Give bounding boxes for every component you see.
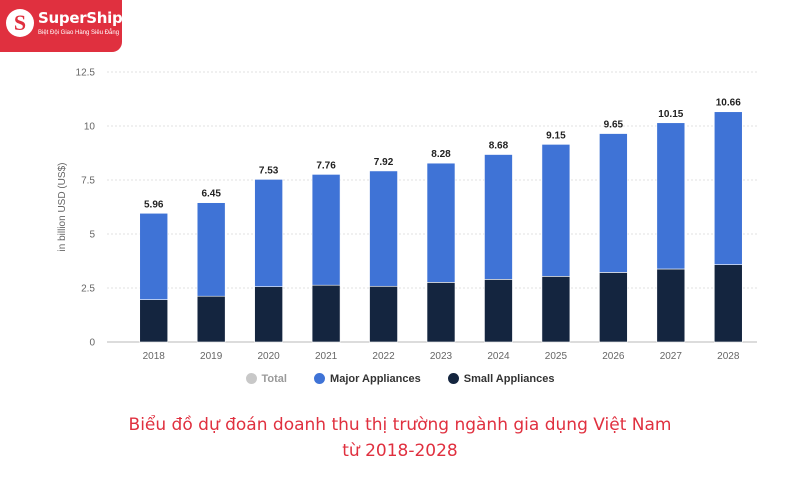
caption-line-2: từ 2018-2028 [342,441,458,461]
data-label-total: 5.96 [144,199,164,210]
y-tick-label: 10 [84,122,96,133]
legend-item-total[interactable]: Total [245,373,287,386]
bar-major-appliances [139,212,169,300]
data-label-total: 6.45 [201,189,221,200]
bar-major-appliances [713,111,743,265]
data-label-total: 9.15 [546,130,566,141]
x-tick-label: 2018 [143,351,166,362]
chart-caption: Biểu đồ dự đoán doanh thu thị trường ngà… [0,412,800,464]
chart-legend: Total Major Appliances Small Appliances [0,373,800,385]
legend-item-major-appliances[interactable]: Major Appliances [314,373,421,385]
x-tick-label: 2024 [487,351,510,362]
y-tick-label: 12.5 [76,68,96,79]
x-tick-label: 2021 [315,351,338,362]
bar-major-appliances [196,202,226,297]
bar-major-appliances [369,170,398,287]
x-tick-label: 2020 [258,351,281,362]
legend-marker-small-appliances [447,373,459,385]
brand-logo: S SuperShip Biệt Đội Giao Hàng Siêu Đẳng [0,0,123,52]
bar-small-appliances [196,295,226,343]
brand-name: SuperShip [38,9,123,27]
supership-logo-icon: S [6,9,34,37]
x-tick-label: 2023 [430,351,453,362]
caption-line-1: Biểu đồ dự đoán doanh thu thị trường ngà… [128,415,672,435]
legend-item-small-appliances[interactable]: Small Appliances [447,373,555,386]
x-tick-label: 2027 [660,351,683,362]
bar-small-appliances [139,299,169,343]
bar-major-appliances [311,174,341,286]
bar-small-appliances [541,276,571,343]
data-label-total: 8.28 [431,149,451,160]
bar-major-appliances [541,144,571,277]
bar-small-appliances [599,272,628,343]
bar-small-appliances [369,285,398,343]
y-tick-label: 5 [89,230,95,241]
bar-small-appliances [254,286,283,343]
bar-small-appliances [656,268,686,343]
legend-label-major-appliances: Major Appliances [330,373,421,386]
y-tick-label: 2.5 [81,284,95,295]
data-label-total: 10.15 [658,109,683,120]
bar-major-appliances [484,154,513,280]
x-tick-label: 2026 [602,351,625,362]
data-label-total: 9.65 [604,120,624,131]
x-tick-label: 2022 [372,351,395,362]
y-axis-label: in billion USD (US$) [57,163,68,252]
data-label-total: 7.53 [259,165,279,176]
data-label-total: 7.92 [374,157,394,168]
stacked-bar-chart: 0 2.5 5 7.5 10 12.5 in billion USD (US$) 5.96 20… [57,68,757,362]
bar-major-appliances [426,162,456,283]
y-tick-label: 0 [89,338,95,349]
data-label-total: 8.68 [489,141,509,152]
legend-marker-total [245,373,257,385]
x-tick-label: 2025 [545,351,568,362]
legend-label-small-appliances: Small Appliances [463,373,555,386]
bar-small-appliances [426,282,456,343]
chart-panel: 0 2.5 5 7.5 10 12.5 in billion USD (US$) 5.96 20… [52,52,772,400]
x-tick-label: 2019 [200,351,223,362]
brand-tagline: Biệt Đội Giao Hàng Siêu Đẳng [38,30,120,36]
bar-small-appliances [713,264,743,343]
legend-marker-major-appliances [314,373,326,385]
bar-major-appliances [656,122,686,270]
bar-major-appliances [254,179,283,288]
data-label-total: 10.66 [716,98,741,109]
y-tick-label: 7.5 [81,176,95,187]
bar-small-appliances [484,279,513,343]
legend-label-total: Total [261,373,287,386]
bar-major-appliances [599,133,628,273]
x-tick-label: 2028 [717,351,740,362]
bar-small-appliances [311,284,341,343]
data-label-total: 7.76 [316,160,336,171]
